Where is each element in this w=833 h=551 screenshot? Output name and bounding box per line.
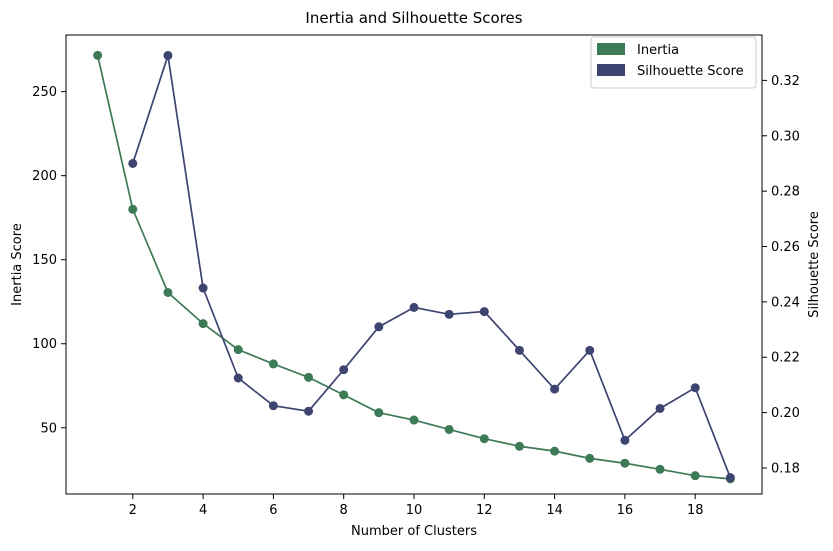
series-line-inertia [96,55,731,480]
x-tick-label: 16 [617,503,634,518]
data-point-silhouette [409,302,419,312]
y-right-tick-label: 0.24 [771,295,800,310]
x-tick-label: 8 [340,503,348,518]
data-point-inertia [163,287,173,297]
axes-layer [65,34,763,495]
y-right-tick-label: 0.32 [771,74,800,89]
y-right-tick-label: 0.26 [771,240,800,255]
data-point-silhouette [444,309,454,319]
legend-label-silhouette: Silhouette Score [637,64,744,79]
x-tick-label: 4 [199,503,207,518]
legend-box [590,36,757,89]
data-point-inertia [479,434,489,444]
y-right-tick-label: 0.22 [771,351,800,366]
data-point-inertia [550,446,560,456]
y-right-tick-label: 0.28 [771,185,800,200]
data-point-silhouette [514,345,524,355]
series-line-silhouette [131,55,732,478]
data-point-inertia [304,372,314,382]
y-axis-label-left: Inertia Score [10,223,25,306]
x-tick-label: 14 [546,503,563,518]
data-point-silhouette [725,473,735,483]
legend-swatch-silhouette [597,64,625,76]
chart-title: Inertia and Silhouette Scores [305,9,522,27]
data-point-silhouette [304,406,314,416]
y-right-tick-label: 0.18 [771,461,800,476]
data-point-silhouette [233,373,243,383]
x-tick-label: 18 [687,503,704,518]
data-point-silhouette [585,345,595,355]
y-right-tick-label: 0.20 [771,406,800,421]
data-point-inertia [198,319,208,329]
data-point-inertia [93,50,103,60]
data-point-silhouette [268,401,278,411]
data-point-silhouette [690,383,700,393]
legend-label-inertia: Inertia [637,43,679,58]
data-point-inertia [233,345,243,355]
y-left-tick-label: 50 [40,421,57,436]
data-point-inertia [374,408,384,418]
data-point-inertia [514,441,524,451]
y-left-tick-label: 200 [32,169,57,184]
y-axis-label-right: Silhouette Score [807,211,822,318]
data-point-inertia [128,204,138,214]
y-left-tick-label: 100 [32,337,57,352]
plot-layer [93,50,735,484]
data-point-silhouette [655,403,665,413]
data-point-inertia [655,464,665,474]
x-tick-label: 10 [406,503,423,518]
data-point-inertia [585,453,595,463]
ticks-layer: 2 4 6 8 10 12 14 16 18 50 100 150 200 250 0.18 0.20 0.22… [32,74,800,518]
data-point-inertia [268,359,278,369]
x-axis-label: Number of Clusters [351,524,477,539]
data-point-silhouette [479,307,489,317]
legend-swatch-inertia [597,43,625,55]
data-point-inertia [444,424,454,434]
data-point-silhouette [198,283,208,293]
data-point-inertia [620,458,630,468]
data-point-silhouette [620,435,630,445]
data-point-inertia [339,390,349,400]
data-point-silhouette [374,322,384,332]
legend: Inertia Silhouette Score [590,36,757,89]
data-point-silhouette [339,365,349,375]
x-tick-label: 2 [129,503,137,518]
y-left-tick-label: 150 [32,253,57,268]
data-point-inertia [409,415,419,425]
data-point-silhouette [163,50,173,60]
y-right-tick-label: 0.30 [771,129,800,144]
data-point-inertia [690,471,700,481]
data-point-silhouette [128,158,138,168]
x-tick-label: 6 [269,503,277,518]
y-left-tick-label: 250 [32,85,57,100]
plot-frame [65,34,763,495]
x-tick-label: 12 [476,503,493,518]
data-point-silhouette [550,384,560,394]
